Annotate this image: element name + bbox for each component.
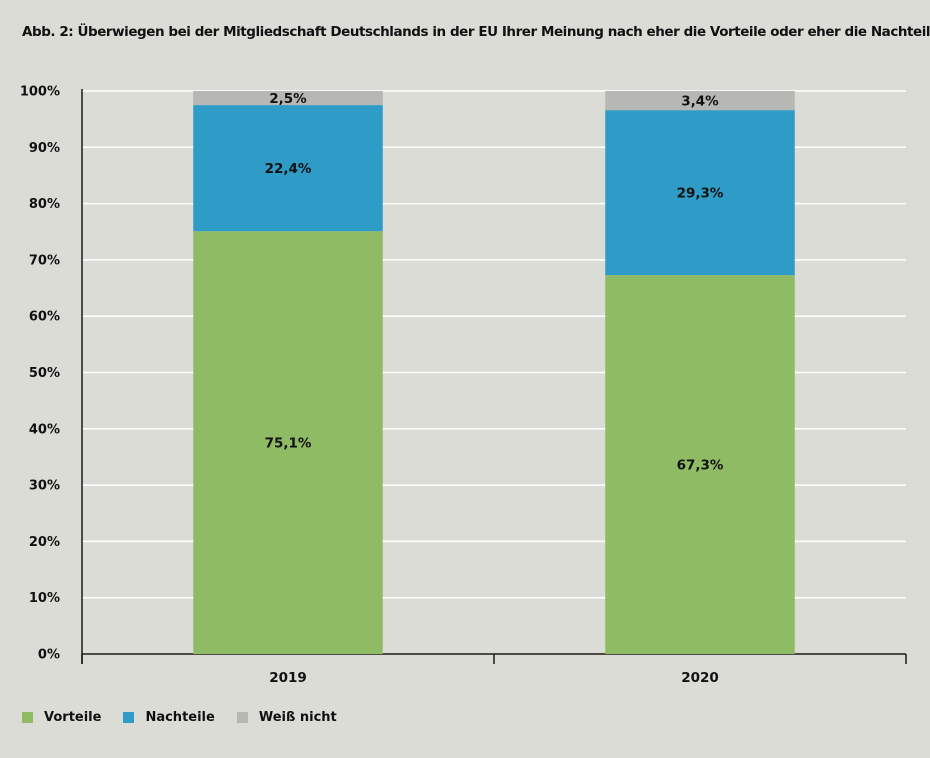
legend-swatch-vorteile [22, 712, 33, 723]
y-tick-label: 30% [29, 479, 60, 494]
bar-segment-nachteile-2020 [605, 110, 795, 276]
chart-title: Abb. 2: Überwiegen bei der Mitgliedschaf… [22, 24, 930, 40]
data-label: 2,5% [269, 91, 307, 107]
bar-segment-weiss-nicht-2020 [605, 91, 795, 111]
legend-item-nachteile: Nachteile [123, 710, 215, 725]
y-tick-label: 70% [29, 253, 60, 268]
legend-item-weiss-nicht: Weiß nicht [236, 710, 337, 725]
legend-label-nachteile: Nachteile [145, 710, 215, 725]
legend-swatch-nachteile [123, 712, 135, 723]
y-tick-label: 10% [29, 591, 60, 606]
y-tick-label: 60% [29, 310, 60, 325]
legend: Vorteile Nachteile Weiß nicht [22, 710, 359, 725]
y-tick-label: 80% [29, 197, 60, 212]
stacked-bar-chart: 0% 10% 20% 30% 40% 50% 60% 70% 80% 90% 100% 75,1% 22… [20, 85, 907, 686]
data-label: 3,4% [681, 94, 719, 110]
bar-segment-vorteile-2020 [605, 275, 795, 654]
legend-label-weiss-nicht: Weiß nicht [258, 710, 337, 725]
y-tick-label: 90% [29, 141, 60, 156]
data-label: 22,4% [265, 161, 312, 177]
legend-swatch-weiss-nicht [236, 712, 248, 723]
bar-segment-weiss-nicht-2019 [193, 91, 383, 106]
data-label: 75,1% [265, 436, 312, 452]
y-tick-label: 20% [29, 535, 60, 550]
bar-segment-vorteile-2019 [193, 231, 383, 654]
legend-label-vorteile: Vorteile [44, 710, 102, 725]
y-tick-label: 40% [29, 422, 60, 437]
data-label: 67,3% [677, 458, 724, 474]
data-label: 29,3% [677, 186, 724, 202]
y-tick-label: 100% [20, 85, 60, 100]
legend-item-vorteile: Vorteile [22, 710, 101, 725]
x-tick-label: 2020 [681, 670, 719, 686]
y-tick-label: 0% [38, 648, 60, 663]
y-tick-label: 50% [29, 366, 60, 381]
x-tick-label: 2019 [269, 670, 307, 686]
bar-segment-nachteile-2019 [193, 105, 383, 232]
